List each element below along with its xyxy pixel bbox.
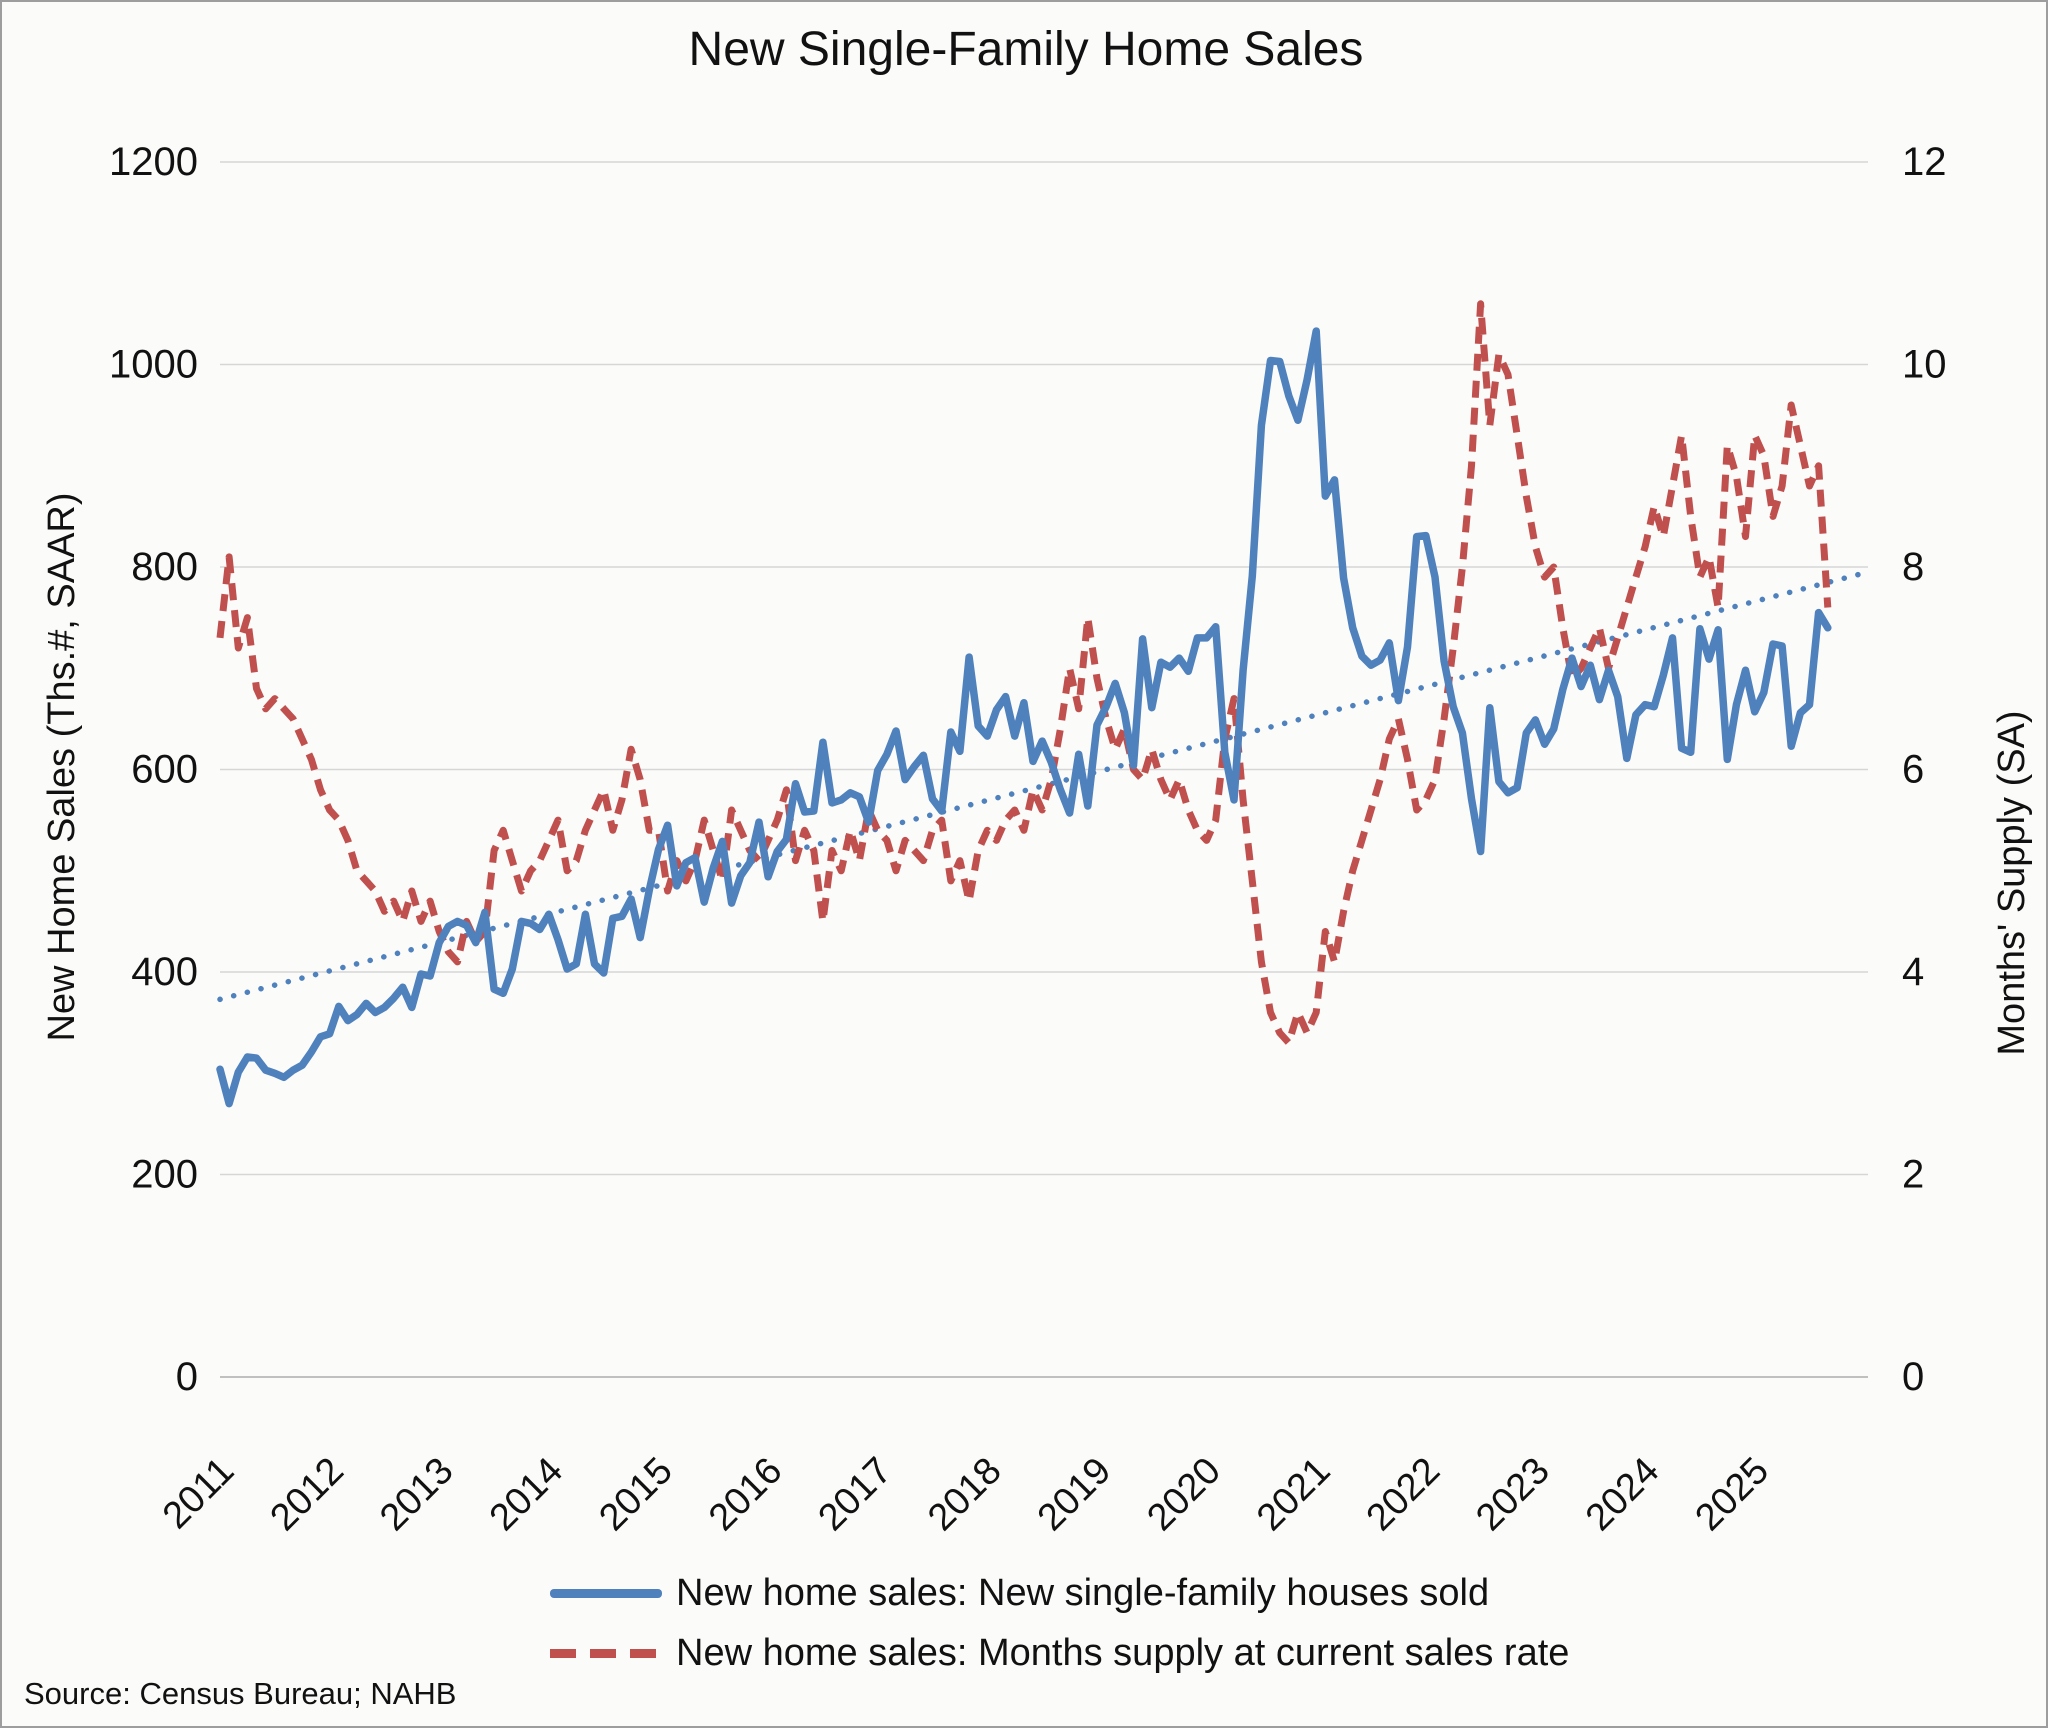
x-tick-2015: 2015 <box>591 1450 680 1539</box>
left-tick-0: 0 <box>176 1355 198 1399</box>
x-tick-2025: 2025 <box>1688 1450 1777 1539</box>
left-tick-1000: 1000 <box>109 343 198 387</box>
left-tick-800: 800 <box>131 545 198 589</box>
legend-item-supply: New home sales: Months supply at current… <box>550 1628 1569 1678</box>
trend-line <box>217 569 1871 1003</box>
legend-item-sales: New home sales: New single-family houses… <box>550 1568 1569 1618</box>
x-tick-2012: 2012 <box>263 1450 352 1539</box>
right-tick-6: 6 <box>1902 748 1924 792</box>
sales-series-line <box>216 327 1832 1108</box>
right-tick-2: 2 <box>1902 1153 1924 1197</box>
legend: New home sales: New single-family houses… <box>550 1568 1569 1678</box>
left-tick-200: 200 <box>131 1153 198 1197</box>
right-tick-8: 8 <box>1902 545 1924 589</box>
left-axis-title: New Home Sales (Ths.#, SAAR) <box>41 492 83 1042</box>
legend-label-supply: New home sales: Months supply at current… <box>676 1631 1570 1674</box>
legend-label-sales: New home sales: New single-family houses… <box>676 1571 1490 1614</box>
supply-line-swatch-icon <box>550 1648 662 1658</box>
x-tick-2022: 2022 <box>1359 1450 1448 1539</box>
x-tick-2018: 2018 <box>920 1450 1009 1539</box>
source-note: Source: Census Bureau; NAHB <box>24 1676 457 1711</box>
x-tick-2024: 2024 <box>1578 1450 1667 1539</box>
right-tick-4: 4 <box>1902 950 1924 994</box>
x-tick-2016: 2016 <box>701 1450 790 1539</box>
right-tick-0: 0 <box>1902 1355 1924 1399</box>
x-tick-2019: 2019 <box>1030 1450 1119 1539</box>
x-tick-2013: 2013 <box>372 1450 461 1539</box>
x-tick-2017: 2017 <box>811 1450 900 1539</box>
x-tick-2014: 2014 <box>482 1450 571 1539</box>
x-tick-2021: 2021 <box>1249 1450 1338 1539</box>
supply-series-line <box>216 300 1832 1047</box>
x-tick-2011: 2011 <box>155 1450 242 1537</box>
left-tick-600: 600 <box>131 748 198 792</box>
left-tick-400: 400 <box>131 950 198 994</box>
x-tick-2023: 2023 <box>1468 1450 1557 1539</box>
right-tick-12: 12 <box>1902 140 1947 184</box>
chart-title: New Single-Family Home Sales <box>688 23 1364 76</box>
left-tick-1200: 1200 <box>109 140 198 184</box>
x-tick-2020: 2020 <box>1139 1450 1228 1539</box>
right-tick-10: 10 <box>1902 343 1947 387</box>
sales-line-swatch-icon <box>550 1588 662 1598</box>
right-axis-title: Months' Supply (SA) <box>1991 710 2033 1056</box>
